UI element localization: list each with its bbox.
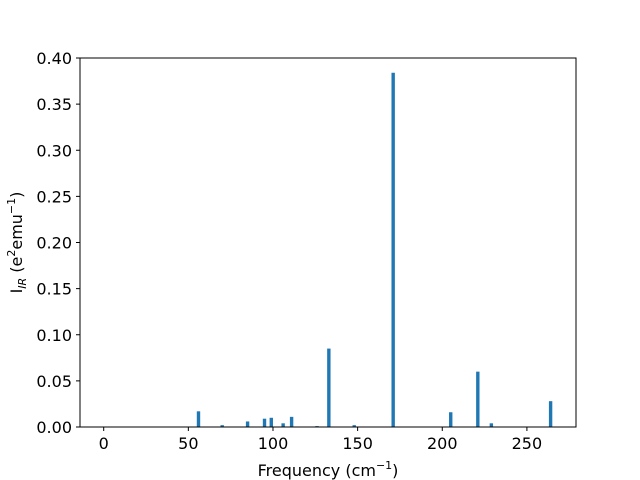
bar (352, 425, 356, 427)
x-axis-ticks: 0 50 100 150 200 250 (99, 427, 543, 453)
y-axis-ticks: 0.00 0.05 0.10 0.15 0.20 0.25 0.30 0.35 0.40 (36, 49, 80, 437)
x-tick-label: 250 (512, 434, 543, 453)
x-tick-label: 0 (99, 434, 109, 453)
plot-frame (79, 57, 577, 428)
x-tick-label: 200 (427, 434, 458, 453)
bar (449, 412, 453, 427)
y-tick-label: 0.40 (36, 49, 72, 68)
y-tick-label: 0.30 (36, 141, 72, 160)
bar (327, 348, 331, 427)
x-axis-label: Frequency (cm−1) (258, 459, 399, 480)
y-tick-label: 0.00 (36, 418, 72, 437)
y-tick-label: 0.35 (36, 95, 72, 114)
y-tick-label: 0.15 (36, 280, 72, 299)
x-tick-label: 150 (342, 434, 373, 453)
bar (245, 421, 250, 427)
bar (220, 425, 224, 427)
bar (391, 72, 395, 427)
bar (548, 401, 553, 427)
x-tick-label: 50 (178, 434, 198, 453)
bar (281, 423, 285, 427)
bar (262, 418, 267, 427)
bars-group (196, 72, 553, 427)
y-tick-label: 0.10 (36, 326, 72, 345)
bar (489, 423, 494, 427)
bar (289, 416, 294, 427)
x-tick-label: 100 (258, 434, 289, 453)
bar (196, 411, 201, 427)
bar (269, 417, 273, 427)
bar (476, 371, 480, 427)
y-tick-label: 0.20 (36, 234, 72, 253)
y-tick-label: 0.05 (36, 372, 72, 391)
y-axis-label: IIR (e2emu−1) (5, 192, 29, 294)
y-tick-label: 0.25 (36, 187, 72, 206)
